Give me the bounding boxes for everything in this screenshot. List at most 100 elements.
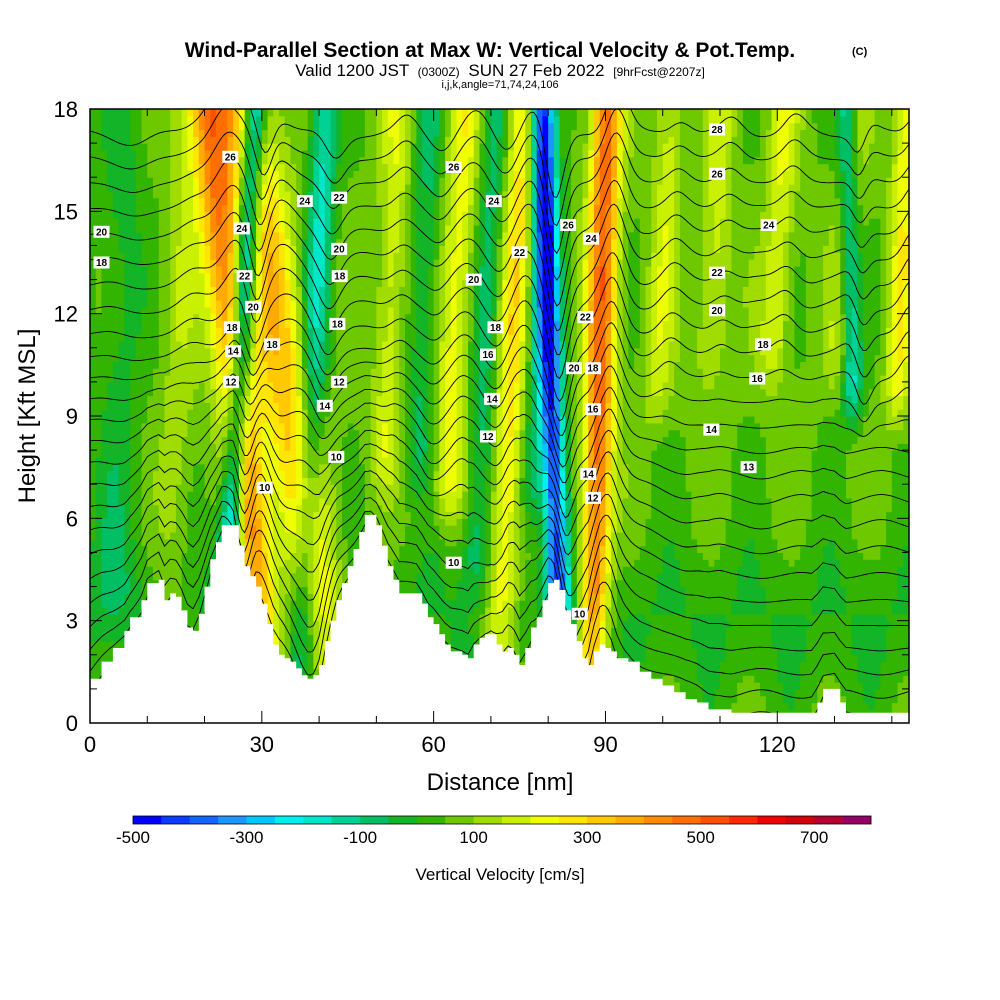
w-cell bbox=[347, 497, 355, 506]
w-cell bbox=[175, 122, 183, 131]
w-cell bbox=[193, 443, 200, 451]
w-cell bbox=[118, 436, 125, 444]
w-cell bbox=[307, 381, 314, 390]
w-cell bbox=[187, 122, 194, 131]
w-cell bbox=[112, 286, 120, 294]
w-cell bbox=[210, 170, 217, 178]
w-cell bbox=[359, 300, 366, 308]
w-cell bbox=[164, 143, 171, 151]
w-cell bbox=[347, 293, 355, 301]
w-cell bbox=[233, 170, 240, 178]
w-cell bbox=[250, 477, 257, 485]
w-cell bbox=[130, 375, 137, 383]
w-cell bbox=[301, 190, 309, 199]
chart-title-mark: (C) bbox=[852, 46, 868, 58]
w-cell bbox=[284, 491, 292, 499]
w-cell bbox=[359, 265, 366, 274]
w-cell bbox=[141, 559, 148, 567]
w-cell bbox=[210, 456, 217, 465]
w-cell bbox=[256, 504, 263, 513]
w-cell bbox=[112, 518, 120, 526]
w-cell bbox=[399, 313, 406, 322]
w-cell bbox=[107, 634, 114, 642]
w-cell bbox=[187, 361, 194, 369]
w-cell bbox=[307, 470, 314, 478]
w-cell bbox=[342, 361, 349, 369]
w-cell bbox=[319, 566, 326, 574]
w-cell bbox=[324, 170, 332, 178]
w-cell bbox=[221, 402, 229, 410]
w-cell bbox=[175, 456, 183, 465]
w-cell bbox=[250, 190, 257, 199]
w-cell bbox=[382, 340, 389, 349]
w-cell bbox=[319, 218, 326, 226]
w-cell bbox=[244, 293, 251, 301]
w-cell bbox=[198, 388, 206, 397]
w-cell bbox=[216, 286, 223, 294]
w-cell bbox=[101, 143, 108, 151]
w-cell bbox=[112, 416, 120, 424]
w-cell bbox=[135, 545, 143, 554]
w-cell bbox=[141, 416, 148, 424]
w-cell bbox=[324, 190, 332, 199]
w-cell bbox=[118, 184, 125, 192]
w-cell bbox=[233, 456, 240, 465]
w-cell bbox=[296, 518, 303, 526]
w-cell bbox=[164, 279, 171, 287]
w-cell bbox=[135, 354, 143, 363]
w-cell bbox=[324, 381, 332, 390]
w-cell bbox=[90, 347, 97, 356]
w-cell bbox=[313, 668, 320, 676]
w-cell bbox=[256, 265, 263, 274]
w-cell bbox=[273, 559, 280, 567]
w-cell bbox=[90, 552, 97, 560]
w-cell bbox=[250, 491, 257, 499]
w-cell bbox=[95, 395, 103, 403]
w-cell bbox=[330, 231, 337, 240]
w-cell bbox=[164, 511, 171, 519]
w-cell bbox=[153, 538, 160, 547]
w-cell bbox=[90, 156, 97, 165]
w-cell bbox=[227, 286, 234, 294]
w-cell bbox=[313, 272, 320, 281]
w-cell bbox=[393, 197, 400, 206]
w-cell bbox=[370, 388, 377, 397]
w-cell bbox=[141, 143, 148, 151]
w-cell bbox=[273, 259, 280, 267]
w-cell bbox=[342, 300, 349, 308]
w-cell bbox=[342, 204, 349, 212]
w-cell bbox=[141, 197, 148, 206]
w-cell bbox=[130, 122, 137, 131]
w-cell bbox=[221, 436, 229, 444]
w-cell bbox=[330, 511, 337, 519]
w-cell bbox=[267, 518, 274, 526]
w-cell bbox=[336, 340, 343, 349]
w-cell bbox=[216, 149, 223, 158]
w-cell bbox=[256, 286, 263, 294]
w-cell bbox=[118, 600, 125, 608]
w-cell bbox=[376, 265, 383, 274]
w-cell bbox=[347, 368, 355, 376]
w-cell bbox=[244, 245, 251, 253]
w-cell bbox=[342, 368, 349, 376]
w-cell bbox=[370, 184, 377, 192]
w-cell bbox=[187, 375, 194, 383]
w-cell bbox=[181, 306, 188, 315]
w-cell bbox=[227, 416, 234, 424]
w-cell bbox=[238, 443, 246, 451]
w-cell bbox=[256, 129, 263, 137]
w-cell bbox=[336, 572, 343, 581]
w-cell bbox=[284, 320, 292, 328]
w-cell bbox=[330, 115, 337, 124]
w-cell bbox=[107, 184, 114, 192]
w-cell bbox=[261, 334, 269, 342]
w-cell bbox=[135, 531, 143, 540]
w-cell bbox=[118, 265, 125, 274]
w-cell bbox=[101, 238, 108, 247]
w-cell bbox=[227, 300, 234, 308]
w-cell bbox=[112, 293, 120, 301]
w-cell bbox=[279, 156, 286, 165]
w-cell bbox=[284, 470, 292, 478]
w-cell bbox=[393, 402, 400, 410]
